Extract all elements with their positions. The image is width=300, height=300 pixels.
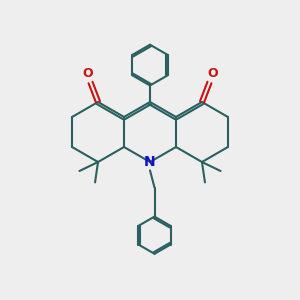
Text: N: N [144, 155, 156, 169]
Text: O: O [82, 67, 93, 80]
Text: O: O [207, 67, 218, 80]
